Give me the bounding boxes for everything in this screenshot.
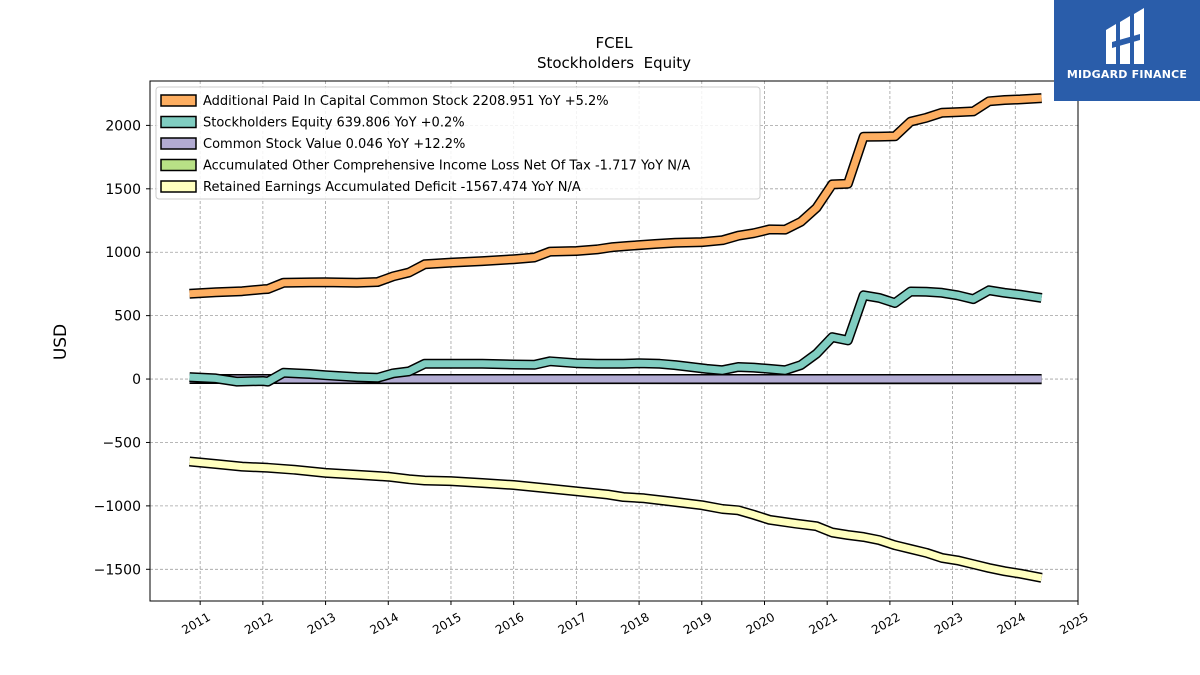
- brand-logo: MIDGARD FINANCE: [1054, 0, 1200, 101]
- x-tick-label: 2019: [681, 610, 714, 637]
- y-tick-label: 2000: [105, 118, 141, 134]
- legend-swatch: [160, 94, 197, 107]
- chart-subtitle: Stockholders Equity: [537, 54, 691, 72]
- x-axis: 2011 2012 2013 2014 2015 2016 2017 2018 2019 2020…: [179, 601, 1091, 637]
- x-tick-label: 2016: [493, 610, 526, 637]
- x-tick-label: 2022: [869, 610, 902, 637]
- legend-swatch: [160, 180, 197, 193]
- x-tick-label: 2025: [1057, 610, 1090, 637]
- logo-text: MIDGARD FINANCE: [1066, 68, 1188, 81]
- x-tick-label: 2018: [618, 610, 651, 637]
- legend: Additional Paid In Capital Common Stock …: [155, 86, 761, 200]
- legend-swatch: [160, 158, 197, 172]
- legend-label: Stockholders Equity 639.806 YoY +0.2%: [203, 116, 465, 131]
- legend-label: Accumulated Other Comprehensive Income L…: [203, 159, 690, 174]
- y-tick-label: −500: [103, 435, 141, 451]
- series-outline: [189, 456, 1043, 583]
- x-tick-label: 2017: [556, 610, 589, 637]
- x-tick-label: 2021: [806, 610, 839, 637]
- y-axis-label: USD: [51, 324, 71, 360]
- chart-title: FCEL: [596, 34, 634, 52]
- y-axis: −1500 −1000 −500 0 500 1000 1500 2000: [94, 118, 150, 578]
- legend-swatch: [160, 115, 197, 129]
- x-tick-label: 2015: [430, 610, 463, 637]
- legend-label: Common Stock Value 0.046 YoY +12.2%: [203, 137, 465, 152]
- y-tick-label: 1500: [105, 182, 141, 198]
- y-tick-label: 0: [132, 372, 141, 388]
- x-tick-label: 2023: [932, 610, 965, 637]
- plot-frame: [149, 80, 1079, 602]
- x-tick-label: 2011: [179, 610, 212, 637]
- legend-label: Retained Earnings Accumulated Deficit -1…: [203, 180, 581, 195]
- series-line: [189, 286, 1043, 386]
- y-tick-label: −1500: [94, 562, 141, 578]
- x-tick-label: 2013: [305, 610, 338, 637]
- y-tick-label: 1000: [105, 245, 141, 261]
- x-tick-label: 2012: [242, 610, 275, 637]
- legend-swatch: [160, 137, 197, 150]
- plot-area: [189, 93, 1043, 583]
- y-tick-label: −1000: [94, 499, 141, 515]
- x-tick-label: 2020: [744, 610, 777, 637]
- logo-mark-icon: [1106, 8, 1144, 64]
- y-tick-label: 500: [114, 309, 141, 325]
- series-line: [189, 94, 1042, 298]
- legend-label: Additional Paid In Capital Common Stock …: [203, 94, 609, 109]
- legend-box: [155, 86, 761, 200]
- series-outline: [189, 285, 1043, 387]
- x-tick-label: 2024: [995, 610, 1028, 637]
- series-line: [189, 458, 1043, 582]
- x-tick-label: 2014: [368, 610, 401, 637]
